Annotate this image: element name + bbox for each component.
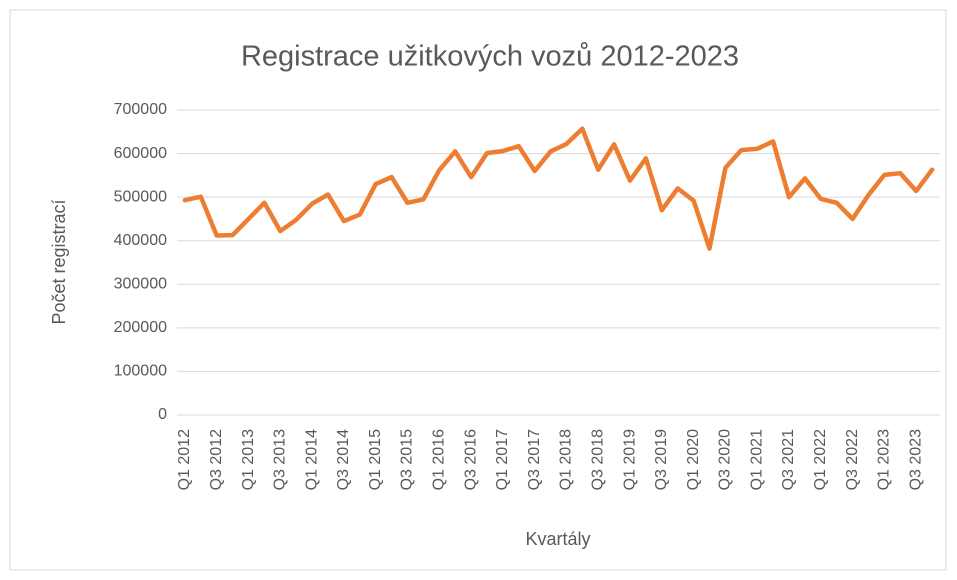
x-tick-label: Q3 2019 xyxy=(653,429,670,490)
x-tick-label: Q3 2012 xyxy=(208,429,225,490)
x-axis-label: Kvartály xyxy=(525,529,590,549)
x-tick-label: Q1 2016 xyxy=(431,429,448,490)
y-tick-label: 0 xyxy=(158,406,167,423)
x-tick-label: Q3 2014 xyxy=(335,429,352,490)
y-tick-label: 300000 xyxy=(114,276,167,293)
y-axis-label: Počet registrací xyxy=(49,199,69,324)
x-tick-label: Q1 2018 xyxy=(558,429,575,490)
x-tick-label: Q1 2022 xyxy=(812,429,829,490)
line-series xyxy=(182,126,935,251)
x-tick-label: Q1 2017 xyxy=(494,429,511,490)
y-tick-label: 700000 xyxy=(114,101,167,118)
x-tick-label: Q3 2015 xyxy=(399,429,416,490)
x-tick-label: Q1 2019 xyxy=(621,429,638,490)
x-tick-label: Q3 2017 xyxy=(526,429,543,490)
y-tick-label: 500000 xyxy=(114,188,167,205)
x-tick-label: Q1 2015 xyxy=(367,429,384,490)
chart-title: Registrace užitkových vozů 2012-2023 xyxy=(241,41,739,73)
x-tick-label: Q3 2018 xyxy=(589,429,606,490)
y-tick-label: 400000 xyxy=(114,232,167,249)
x-tick-label: Q1 2020 xyxy=(685,429,702,490)
x-tick-label: Q3 2016 xyxy=(462,429,479,490)
y-tick-label: 200000 xyxy=(114,319,167,336)
x-tick-label: Q3 2013 xyxy=(272,429,289,490)
x-tick-label: Q1 2013 xyxy=(240,429,257,490)
x-tick-label: Q1 2012 xyxy=(176,429,193,490)
x-tick-label: Q1 2014 xyxy=(303,429,320,490)
x-tick-label: Q1 2021 xyxy=(748,429,765,490)
x-tick-label: Q3 2021 xyxy=(780,429,797,490)
x-tick-label: Q3 2022 xyxy=(844,429,861,490)
x-tick-label: Q3 2020 xyxy=(717,429,734,490)
y-tick-label: 100000 xyxy=(114,363,167,380)
x-tick-label: Q1 2023 xyxy=(876,429,893,490)
chart-frame xyxy=(9,9,947,571)
x-tick-label: Q3 2023 xyxy=(907,429,924,490)
y-tick-label: 600000 xyxy=(114,145,167,162)
